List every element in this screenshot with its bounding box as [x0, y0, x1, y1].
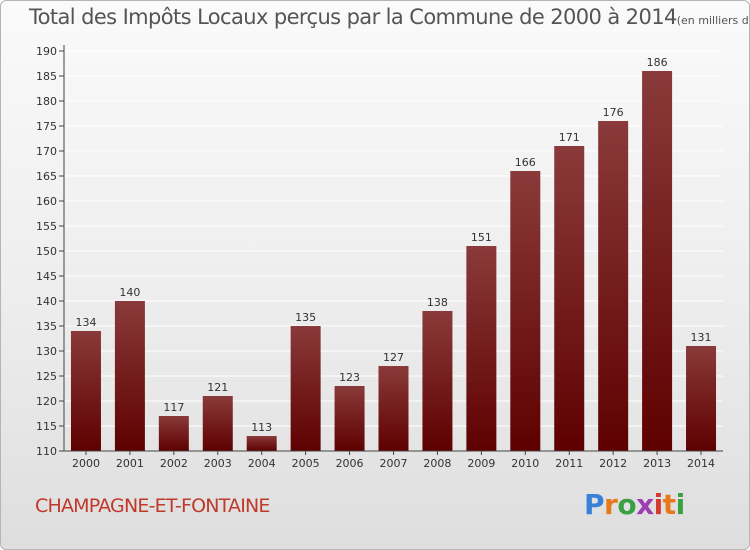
y-tick-label: 115: [36, 420, 57, 433]
x-tick-label: 2004: [248, 457, 276, 470]
bar-value-label: 176: [603, 106, 624, 119]
bar: [114, 301, 145, 451]
x-tick-label: 2005: [292, 457, 320, 470]
x-tick-label: 2013: [643, 457, 671, 470]
bar-value-label: 123: [339, 371, 360, 384]
bar: [422, 311, 453, 451]
x-tick-label: 2012: [599, 457, 627, 470]
chart-title-unit: (en milliers d'€): [676, 14, 749, 27]
y-tick-label: 110: [36, 445, 57, 458]
x-tick-label: 2010: [511, 457, 539, 470]
y-tick-label: 170: [36, 145, 57, 158]
bar-value-label: 138: [427, 296, 448, 309]
y-tick-label: 160: [36, 195, 57, 208]
bar-value-label: 121: [207, 381, 228, 394]
bar: [598, 121, 629, 451]
bar-value-label: 127: [383, 351, 404, 364]
bar: [246, 436, 277, 451]
y-tick-label: 175: [36, 120, 57, 133]
commune-name: CHAMPAGNE-ET-FONTAINE: [35, 495, 270, 517]
bar: [686, 346, 717, 451]
bar-value-label: 134: [75, 316, 96, 329]
bar-value-label: 117: [163, 401, 184, 414]
y-tick-label: 180: [36, 95, 57, 108]
x-tick-label: 2006: [336, 457, 364, 470]
x-tick-label: 2003: [204, 457, 232, 470]
bar: [510, 171, 541, 451]
x-tick-label: 2007: [380, 457, 408, 470]
bar: [202, 396, 233, 451]
logo-letter: r: [604, 488, 618, 521]
bar: [554, 146, 585, 451]
bar-value-label: 151: [471, 231, 492, 244]
bar-value-label: 171: [559, 131, 580, 144]
y-tick-label: 150: [36, 245, 57, 258]
x-tick-label: 2014: [687, 457, 715, 470]
chart-title: Total des Impôts Locaux perçus par la Co…: [29, 5, 749, 29]
axes: 110 115 120 125 130 135 140 145 150 155 160 165 170 1…: [36, 45, 723, 470]
y-tick-label: 125: [36, 370, 57, 383]
y-tick-label: 130: [36, 345, 57, 358]
proxiti-logo: Proxiti: [584, 488, 685, 521]
bar: [290, 326, 321, 451]
x-tick-label: 2000: [72, 457, 100, 470]
bar: [466, 246, 497, 451]
bar: [334, 386, 365, 451]
y-tick-label: 135: [36, 320, 57, 333]
logo-letter: i: [675, 488, 686, 521]
bar-value-labels: 134 140 117 121 113 135 123 127 138 151 166 171 176 1…: [75, 56, 711, 434]
y-tick-label: 145: [36, 270, 57, 283]
bar-value-label: 166: [515, 156, 536, 169]
y-tick-label: 155: [36, 220, 57, 233]
x-tick-label: 2009: [467, 457, 495, 470]
bars: [70, 71, 717, 451]
bar-value-label: 186: [647, 56, 668, 69]
x-tick-label: 2011: [555, 457, 583, 470]
y-tick-label: 190: [36, 45, 57, 58]
y-tick-label: 165: [36, 170, 57, 183]
logo-letter: P: [584, 488, 605, 521]
chart-title-main: Total des Impôts Locaux perçus par la Co…: [29, 5, 677, 29]
bar-value-label: 113: [251, 421, 272, 434]
bar: [70, 331, 101, 451]
bar: [642, 71, 673, 451]
logo-letter: o: [617, 488, 637, 521]
logo-letter: x: [636, 488, 654, 521]
logo-letter: t: [662, 488, 676, 521]
y-tick-label: 185: [36, 70, 57, 83]
logo-letter: i: [653, 488, 664, 521]
x-tick-label: 2001: [116, 457, 144, 470]
y-tick-label: 120: [36, 395, 57, 408]
bar-value-label: 131: [691, 331, 712, 344]
x-tick-label: 2008: [423, 457, 451, 470]
bar-value-label: 140: [119, 286, 140, 299]
y-tick-label: 140: [36, 295, 57, 308]
bar: [158, 416, 189, 451]
bar: [378, 366, 409, 451]
bar-value-label: 135: [295, 311, 316, 324]
x-tick-label: 2002: [160, 457, 188, 470]
